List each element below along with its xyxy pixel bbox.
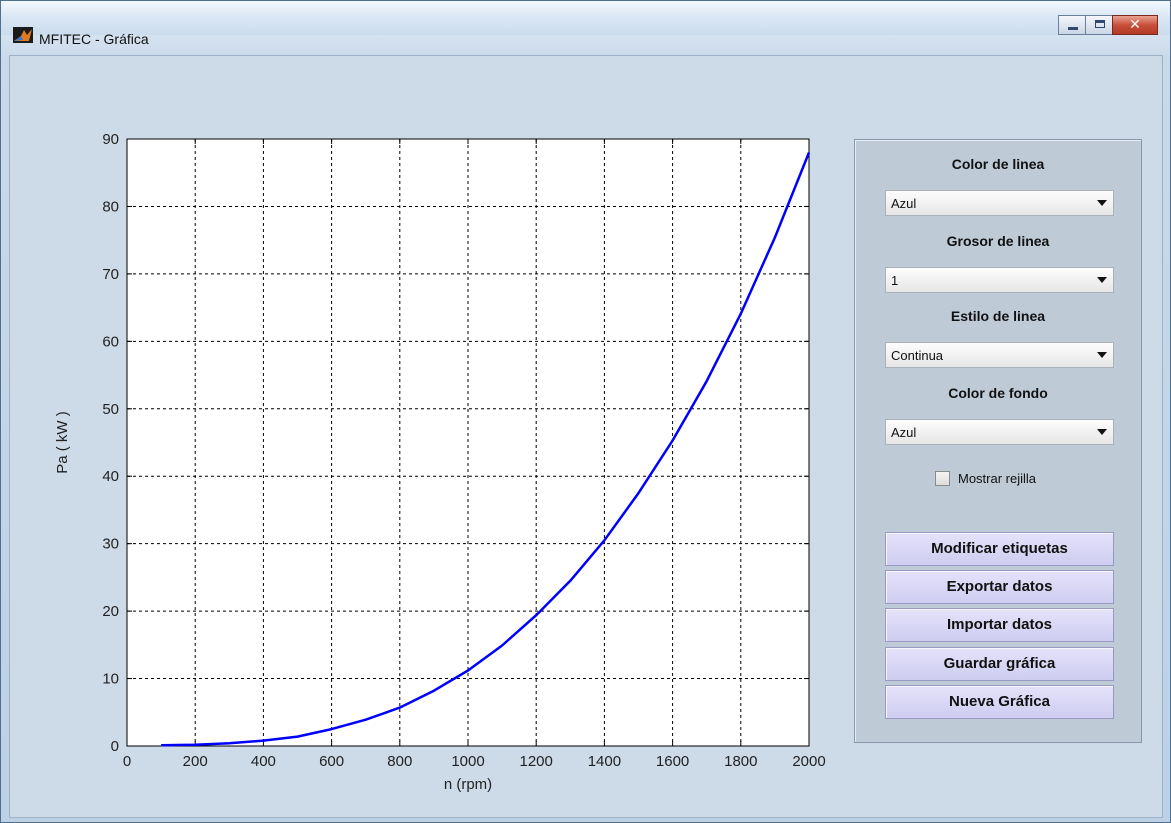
close-button[interactable]: ✕: [1112, 15, 1158, 35]
line-width-label: Grosor de linea: [946, 233, 1050, 249]
maximize-button[interactable]: [1085, 15, 1113, 35]
line-style-value: Continua: [891, 348, 944, 363]
chevron-down-icon: [1097, 352, 1107, 358]
y-tick-label: 0: [111, 738, 119, 755]
line-width-value: 1: [891, 273, 899, 288]
show-grid-label: Mostrar rejilla: [958, 471, 1037, 486]
save-chart-button[interactable]: Guardar gráfica: [885, 647, 1114, 681]
x-tick-label: 600: [319, 753, 344, 770]
y-tick-label: 40: [102, 468, 119, 485]
chevron-down-icon: [1097, 200, 1107, 206]
window-controls: ✕: [1058, 15, 1158, 37]
bg-color-value: Azul: [891, 425, 917, 440]
line-style-select[interactable]: Continua: [885, 342, 1114, 368]
line-width-select[interactable]: 1: [885, 267, 1114, 293]
x-tick-label: 2000: [792, 753, 825, 770]
x-tick-label: 800: [387, 753, 412, 770]
x-tick-label: 400: [251, 753, 276, 770]
window-title: MFITEC - Gráfica: [39, 31, 149, 47]
x-tick-label: 1000: [451, 753, 484, 770]
series-line: [161, 152, 811, 747]
minimize-button[interactable]: [1058, 15, 1086, 35]
new-chart-button[interactable]: Nueva Gráfica: [885, 685, 1114, 719]
y-tick-label: 80: [102, 198, 119, 215]
chevron-down-icon: [1097, 429, 1107, 435]
chevron-down-icon: [1097, 277, 1107, 283]
export-data-button[interactable]: Exportar datos: [885, 570, 1114, 604]
matlab-logo-icon: [13, 27, 33, 43]
line-color-select[interactable]: Azul: [885, 190, 1114, 216]
x-tick-label: 200: [183, 753, 208, 770]
checkbox-box[interactable]: [935, 471, 950, 486]
y-tick-label: 10: [102, 671, 119, 688]
plot-frame: [126, 138, 810, 747]
x-tick-label: 1600: [656, 753, 689, 770]
x-axis-label: n (rpm): [444, 776, 492, 793]
y-tick-label: 30: [102, 536, 119, 553]
minimize-icon: [1068, 27, 1078, 30]
x-tick-label: 1400: [588, 753, 621, 770]
line-style-label: Estilo de linea: [950, 308, 1046, 324]
modify-labels-button[interactable]: Modificar etiquetas: [885, 532, 1114, 566]
bg-color-select[interactable]: Azul: [885, 419, 1114, 445]
options-panel: Color de linea Azul Grosor de linea 1 Es…: [854, 139, 1142, 743]
y-tick-label: 50: [102, 401, 119, 418]
line-color-label: Color de linea: [951, 156, 1045, 172]
maximize-icon: [1095, 20, 1105, 28]
y-tick-label: 20: [102, 603, 119, 620]
line-color-value: Azul: [891, 196, 917, 211]
bg-color-label: Color de fondo: [948, 385, 1048, 401]
x-tick-label: 0: [123, 753, 131, 770]
figure-area: 0 200 400 600 800 1000 1200 1400 1600 1800 2000 0 10…: [9, 55, 1163, 818]
y-tick-label: 70: [102, 266, 119, 283]
import-data-button[interactable]: Importar datos: [885, 608, 1114, 642]
x-tick-label: 1200: [520, 753, 553, 770]
power-chart: 0 200 400 600 800 1000 1200 1400 1600 1800 2000 0 10…: [54, 131, 826, 793]
y-axis-label: Pa ( kW ): [54, 411, 71, 474]
x-tick-label: 1800: [724, 753, 757, 770]
close-icon: ✕: [1129, 17, 1141, 33]
y-tick-label: 60: [102, 333, 119, 350]
y-tick-label: 90: [102, 131, 119, 148]
title-bar[interactable]: MFITEC - Gráfica ✕: [1, 1, 1170, 47]
